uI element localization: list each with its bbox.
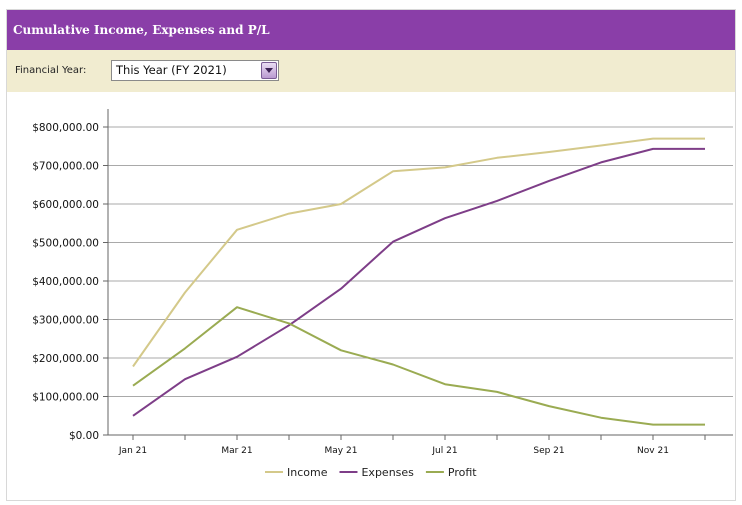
x-tick-label: Jul 21: [431, 446, 457, 456]
chart-panel: Cumulative Income, Expenses and P/L Fina…: [6, 9, 736, 501]
x-tick-label: Mar 21: [221, 446, 252, 456]
legend: Income Expenses Profit: [265, 466, 477, 479]
y-tick-label: $600,000.00: [32, 199, 99, 211]
y-tick-label: $800,000.00: [32, 122, 99, 134]
series-lines: [132, 137, 705, 426]
financial-year-value: This Year (FY 2021): [116, 63, 227, 77]
legend-label: Expenses: [361, 466, 414, 479]
y-tick-label: $700,000.00: [32, 161, 99, 173]
legend-label: Income: [287, 466, 328, 479]
x-tick-label: Sep 21: [533, 446, 564, 456]
chevron-down-icon[interactable]: [261, 62, 277, 79]
financial-year-label: Financial Year:: [15, 65, 87, 76]
legend-label: Profit: [448, 466, 477, 479]
gridlines: [108, 126, 733, 436]
x-tick-label: May 21: [325, 446, 358, 456]
x-tick-label: Nov 21: [637, 446, 669, 456]
y-tick-label: $400,000.00: [32, 276, 99, 288]
series-line-profit: [132, 306, 705, 426]
chart-area: $0.00 $100,000.00 $200,000.00 $300,000.00 $4…: [7, 92, 735, 500]
line-chart: $0.00 $100,000.00 $200,000.00 $300,000.00 $4…: [32, 109, 733, 479]
legend-item-income: Income: [265, 466, 328, 479]
y-tick-label: $0.00: [69, 430, 99, 442]
legend-item-expenses: Expenses: [339, 466, 414, 479]
financial-year-select[interactable]: This Year (FY 2021): [111, 60, 279, 81]
panel-title: Cumulative Income, Expenses and P/L: [7, 10, 735, 50]
x-axis: Jan 21 Mar 21 May 21 Jul 21 Sep 21 Nov 21: [118, 435, 706, 456]
y-tick-label: $300,000.00: [32, 315, 99, 327]
y-tick-label: $200,000.00: [32, 353, 99, 365]
series-line-expenses: [132, 147, 705, 417]
x-tick-label: Jan 21: [118, 446, 147, 456]
legend-item-profit: Profit: [425, 466, 477, 479]
filter-bar: Financial Year: This Year (FY 2021): [7, 50, 735, 92]
series-line-income: [132, 137, 705, 368]
y-tick-label: $500,000.00: [32, 238, 99, 250]
y-axis: $0.00 $100,000.00 $200,000.00 $300,000.00 $4…: [32, 109, 109, 442]
y-tick-label: $100,000.00: [32, 392, 99, 404]
